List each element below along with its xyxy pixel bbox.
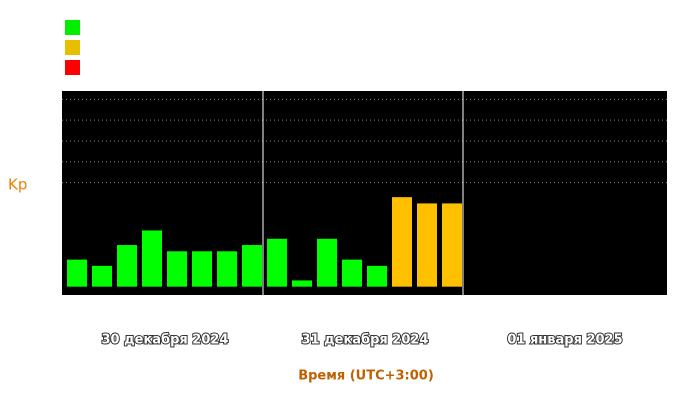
x-axis-label: Время (UTC+3:00) [298,369,434,384]
day-label: 01 января 2025 [507,333,622,348]
bar [142,230,162,287]
bar [192,251,212,287]
bar [242,245,262,287]
bar [417,203,437,287]
bar [367,265,387,287]
bar [217,251,237,287]
legend-swatch [65,40,80,55]
bar [117,245,137,287]
bar [267,238,287,287]
bar [92,265,112,287]
bar [342,259,362,287]
plot-area [62,91,667,295]
bar [67,259,87,287]
legend-swatch [65,20,80,35]
bar [167,251,187,287]
day-label: 30 декабря 2024 [102,333,229,348]
bar [442,203,462,287]
legend-swatch [65,60,80,75]
bar [392,197,412,287]
y-axis-label: Kp [8,176,27,194]
bar [317,238,337,287]
bar [292,280,312,287]
day-label: 31 декабря 2024 [302,333,429,348]
